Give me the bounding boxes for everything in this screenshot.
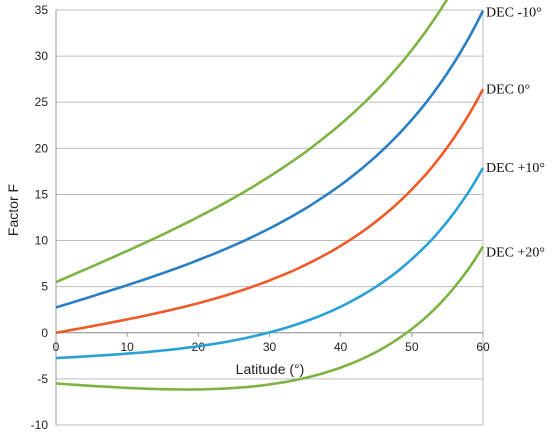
x-tick-label: 30: [263, 340, 277, 354]
series-lines: [55, 0, 485, 391]
y-tick-labels: -10 -5 0 5 10 15 20 25 30 35: [31, 3, 49, 432]
y-tick-label: -5: [37, 372, 48, 386]
x-tick-label: 60: [476, 340, 490, 354]
series-line: [55, 88, 485, 335]
series-line: [55, 167, 485, 360]
series-label: DEC 0°: [486, 82, 530, 97]
y-tick-label: 25: [35, 95, 49, 109]
y-tick-label: 35: [35, 3, 49, 17]
x-tick-label: 50: [405, 340, 419, 354]
series-label: DEC +20°: [486, 246, 545, 261]
series-label: DEC -10°: [486, 6, 542, 21]
series-line: [55, 245, 485, 391]
y-tick-label: 20: [35, 141, 49, 155]
x-axis-title: Latitude (°): [236, 361, 305, 377]
y-tick-label: 10: [35, 234, 49, 248]
y-tick-label: 30: [35, 49, 49, 63]
x-tick-label: 10: [120, 340, 134, 354]
y-tick-label: 0: [41, 326, 48, 340]
series-line: [55, 0, 449, 284]
y-tick-label: -10: [31, 418, 49, 432]
y-axis-title: Factor F: [5, 184, 21, 236]
x-tick-label: 40: [334, 340, 348, 354]
x-tick-label: 0: [53, 340, 60, 354]
x-tick-labels: 0 10 20 30 40 50 60: [53, 340, 490, 354]
y-tick-label: 5: [41, 280, 48, 294]
y-tick-label: 15: [35, 187, 49, 201]
series-label: DEC +10°: [486, 161, 545, 176]
series-line: [55, 10, 485, 309]
series-labels: DEC -20°DEC -10°DEC 0°DEC +10°DEC +20°: [486, 6, 545, 261]
